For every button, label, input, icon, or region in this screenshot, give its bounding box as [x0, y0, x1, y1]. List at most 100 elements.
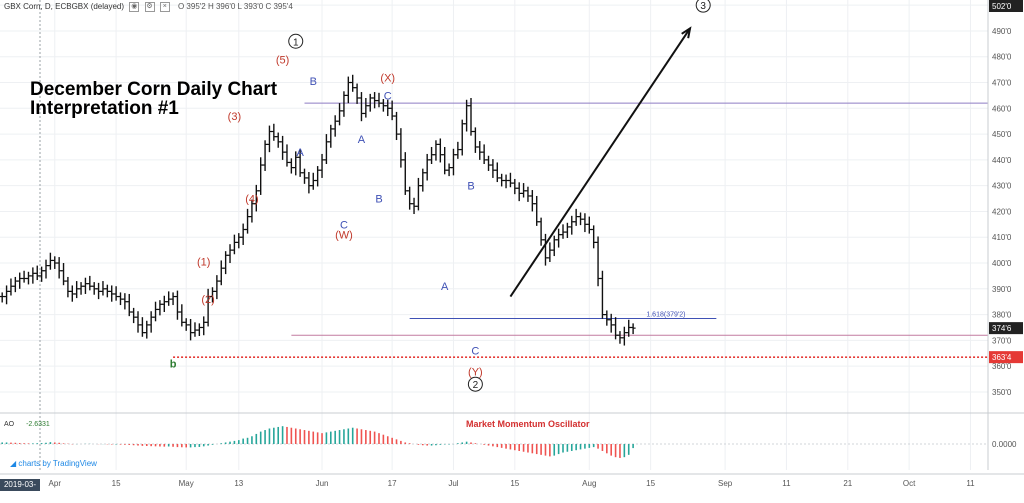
ohlc-bar [437, 138, 443, 163]
y-tick-label: 390'0 [992, 285, 1012, 294]
chart-title: December Corn Daily Chart Interpretation… [30, 80, 277, 118]
ohlc-bar [551, 235, 557, 257]
ohlc-bar [21, 270, 27, 283]
eye-icon[interactable]: ◉ [129, 2, 140, 12]
ohlc-bar [560, 224, 566, 239]
wave-circle [467, 376, 483, 392]
ohlc-bar [424, 153, 430, 181]
wave-circle [288, 33, 304, 49]
ohlc-bar [547, 242, 553, 262]
symbol-header: GBX Corn, D, ECBGBX (delayed) ◉ ⚙ × O 39… [4, 2, 293, 12]
oscillator-histogram [0, 426, 988, 458]
ohlc-bar [564, 222, 570, 239]
ohlc-bar [472, 127, 478, 153]
price-label-text: 374'6 [992, 324, 1012, 333]
oscillator-zero-label: 0.0000 [992, 440, 1017, 449]
ohlc-bar [196, 323, 202, 336]
x-tick-label: 17 [388, 479, 397, 488]
chart-root: 1.618(379'2) b (1) (2) (3) (4) (5) A B C (W) A B (X)… [0, 0, 1024, 491]
ohlc-bar [69, 285, 75, 302]
ohlc-bar [82, 277, 88, 294]
ohlc-bar [275, 132, 281, 148]
ohlc-bar [117, 292, 123, 306]
ohlc-bar [433, 140, 439, 161]
x-tick-label: 13 [234, 479, 243, 488]
ohlc-bar [214, 275, 220, 300]
x-tick-label: Sep [718, 479, 733, 488]
projection-arrow [509, 27, 691, 298]
ohlc-bar [96, 282, 102, 300]
ohlc-bar [288, 158, 294, 174]
ohlc-bar [258, 157, 264, 195]
ohlc-bar [170, 292, 176, 306]
settings-icon[interactable]: ⚙ [144, 2, 155, 12]
price-chart[interactable]: 1.618(379'2) b(1)(2)(3)(4)(5)ABC(W)AB(X)… [0, 0, 1024, 491]
ohlc-bar [174, 290, 180, 320]
x-tick-label: Apr [49, 479, 62, 488]
x-tick-label: 15 [510, 479, 519, 488]
ohlc-bar [43, 259, 49, 279]
ohlc-bar [271, 123, 277, 141]
ohlc-bar [354, 83, 360, 104]
x-tick-label: 21 [843, 479, 852, 488]
oscillator-header: AO -2.6331 [4, 421, 50, 428]
y-tick-label: 470'0 [992, 79, 1012, 88]
ohlc-bar [337, 103, 343, 126]
wave-label: (3) [228, 111, 241, 123]
wave-circle-label: 1 [293, 37, 299, 48]
y-tick-label: 430'0 [992, 182, 1012, 191]
ohlc-bar [486, 155, 492, 171]
wave-label: (2) [201, 294, 214, 306]
ohlc-bar [192, 322, 198, 337]
y-tick-label: 350'0 [992, 388, 1012, 397]
close-icon[interactable]: × [159, 2, 170, 12]
branding-text: charts by TradingView [18, 459, 97, 468]
wave-label: B [375, 194, 382, 206]
wave-label: (Y) [468, 366, 483, 378]
ohlc-bar [61, 263, 67, 286]
ohlc-bar [372, 92, 378, 109]
wave-label: (W) [335, 230, 353, 242]
level-label: 1.618(379'2) [646, 311, 685, 318]
ohlc-bar [542, 233, 548, 266]
axes: 350'0 360'0 370'0 380'0 390'0 400'0 410'0 420'0… [0, 0, 1024, 488]
y-tick-label: 410'0 [992, 233, 1012, 242]
ohlc-bar [626, 319, 632, 337]
tradingview-branding[interactable]: ◢ charts by TradingView [10, 459, 97, 468]
ohlc-bar [262, 140, 268, 171]
ohlc-bar [613, 317, 619, 340]
ohlc-bar [144, 320, 150, 339]
ohlc-bar [599, 270, 605, 319]
ohlc-bar [236, 233, 242, 249]
x-tick-label: Aug [582, 479, 596, 488]
ohlc-bar [188, 318, 194, 341]
wave-label: C [471, 346, 479, 358]
y-tick-label: 380'0 [992, 311, 1012, 320]
ohlc-bar [507, 172, 513, 188]
ohlc-bar [630, 323, 636, 335]
ohlc-bar [350, 74, 356, 92]
ohlc-bar [512, 178, 518, 195]
ohlc-bar [582, 213, 588, 233]
ohlc-bar [446, 163, 452, 177]
ohlc-bar [74, 281, 80, 299]
wave-label: A [358, 134, 366, 146]
ohlc-bar [407, 186, 413, 210]
ohlc-bar [227, 244, 233, 264]
ohlc-bar [494, 162, 500, 183]
ohlc-bar [578, 212, 584, 226]
ohlc-bar [30, 267, 36, 284]
ohlc-bar [569, 215, 575, 235]
ohlc-bar [556, 228, 562, 248]
wave-label: A [441, 281, 449, 293]
ohlc-bar [157, 300, 163, 316]
ohlc-bar [394, 111, 400, 141]
ohlc-bar [131, 307, 137, 324]
ohlc-bar [201, 316, 207, 336]
wave-label: C [340, 219, 348, 231]
ohlc-bar [240, 223, 246, 245]
ohlc-bar [464, 99, 470, 132]
ohlc-bar [166, 291, 172, 306]
ohlc-bar [65, 276, 71, 298]
ohlc-bar [481, 144, 487, 164]
